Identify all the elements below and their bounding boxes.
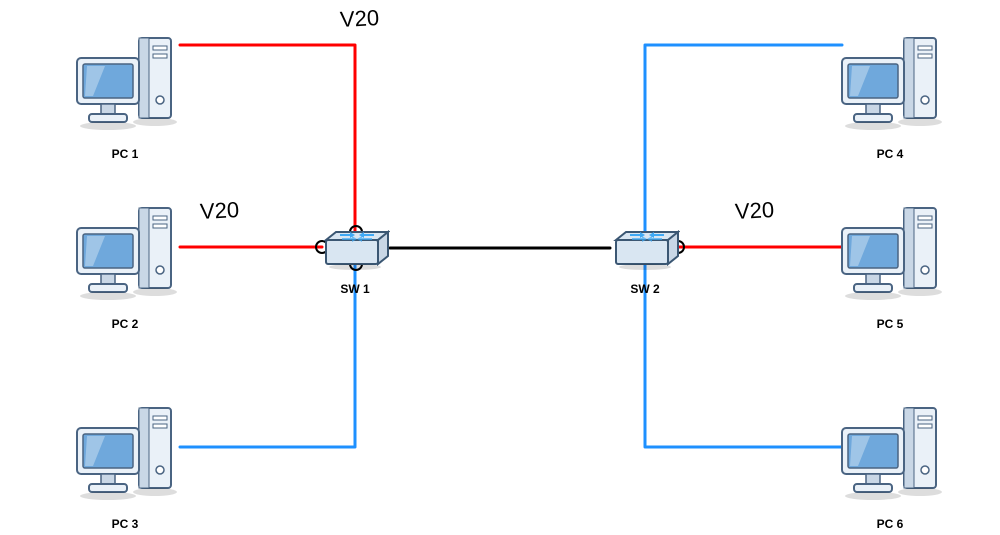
pc6	[840, 400, 945, 515]
pc2	[75, 200, 180, 315]
switch-icon	[610, 230, 680, 270]
pc4	[840, 30, 945, 145]
annotation-1: V20	[199, 197, 239, 225]
switch-icon	[320, 230, 390, 270]
annotation-2: V20	[734, 197, 774, 225]
sw2-label: SW 2	[615, 282, 675, 296]
pc3-label: PC 3	[95, 517, 155, 531]
pc-icon	[75, 200, 180, 310]
pc-icon	[840, 200, 945, 310]
pc-icon	[75, 30, 180, 140]
pc3	[75, 400, 180, 515]
pc-icon	[840, 30, 945, 140]
pc1	[75, 30, 180, 145]
annotation-0: V20	[339, 5, 379, 33]
pc5-label: PC 5	[860, 317, 920, 331]
pc1-label: PC 1	[95, 147, 155, 161]
edges-group	[180, 45, 842, 447]
pc-icon	[840, 400, 945, 510]
pc-icon	[75, 400, 180, 510]
pc6-label: PC 6	[860, 517, 920, 531]
sw1	[320, 230, 390, 275]
pc5	[840, 200, 945, 315]
pc4-label: PC 4	[860, 147, 920, 161]
sw2	[610, 230, 680, 275]
sw1-label: SW 1	[325, 282, 385, 296]
pc2-label: PC 2	[95, 317, 155, 331]
